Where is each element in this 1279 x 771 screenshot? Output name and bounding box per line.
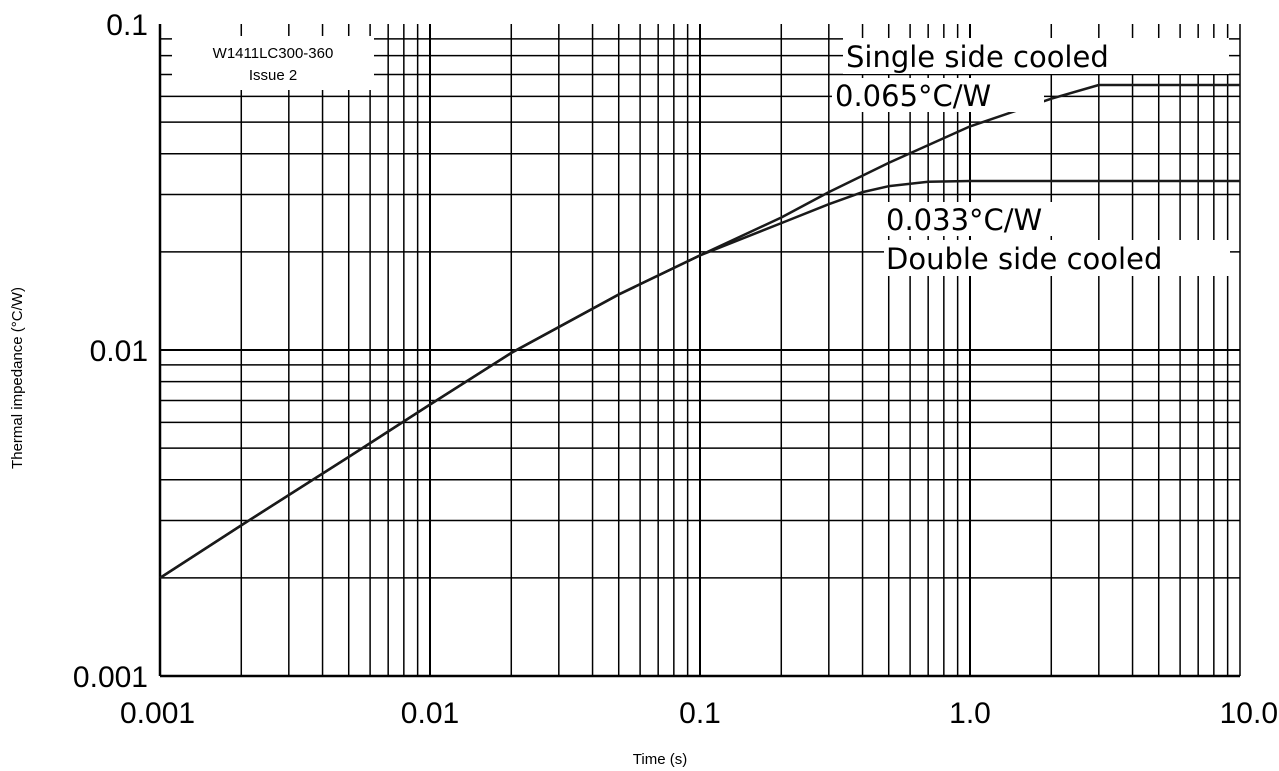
y-tick-label: 0.1 xyxy=(106,9,148,42)
annotation-double-side-value: 0.033°C/W xyxy=(886,203,1042,237)
annotation-bg-double-name xyxy=(884,240,1230,276)
x-tick-label: 0.01 xyxy=(401,697,459,730)
axes-layer xyxy=(158,24,1241,678)
reference-box-line2: Issue 2 xyxy=(249,67,297,84)
tick-label-layer: 0.001 0.01 0.1 1.0 10.0 0.001 0.01 0.1 xyxy=(73,9,1278,730)
reference-box-bg xyxy=(172,36,374,90)
annotation-double-side-name: Double side cooled xyxy=(886,242,1162,276)
y-tick-label: 0.001 xyxy=(73,661,148,694)
grid-layer xyxy=(159,24,1240,677)
annotation-single-side-name: Single side cooled xyxy=(846,40,1109,74)
x-tick-label: 0.001 xyxy=(120,697,195,730)
annotation-bg-double-value xyxy=(884,202,1096,236)
x-tick-label: 1.0 xyxy=(949,697,991,730)
y-tick-label: 0.01 xyxy=(90,335,148,368)
annotation-bg-single-value xyxy=(832,78,1044,112)
x-axis-label: Time (s) xyxy=(633,751,687,768)
x-tick-label: 10.0 xyxy=(1220,697,1278,730)
x-tick-label: 0.1 xyxy=(679,697,721,730)
series-line-double-side-cooled xyxy=(159,179,1240,579)
annotation-bg-single-name xyxy=(843,38,1229,74)
annotation-single-side-value: 0.065°C/W xyxy=(835,79,991,113)
reference-box: W1411LC300-360 Issue 2 xyxy=(172,36,374,90)
y-axis-label: Thermal impedance (°C/W) xyxy=(9,287,26,469)
reference-box-line1: W1411LC300-360 xyxy=(213,45,334,62)
annotations-layer: Single side cooled 0.065°C/W 0.033°C/W D… xyxy=(832,38,1230,276)
